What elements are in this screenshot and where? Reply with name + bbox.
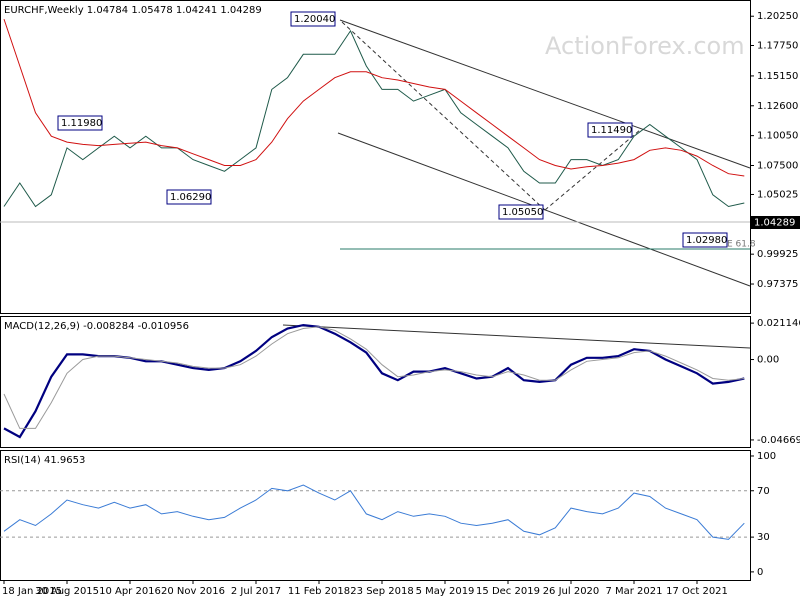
y-tick-label: 1.07500 — [757, 160, 798, 171]
x-tick-label: 11 Feb 2018 — [288, 586, 350, 597]
x-tick-label: 17 Oct 2021 — [666, 586, 728, 597]
annotation: 1.20040 — [294, 14, 335, 25]
y-tick-label: 100 — [757, 451, 776, 462]
y-tick-label: 1.20250 — [757, 11, 798, 22]
x-tick-label: 7 Mar 2021 — [605, 586, 662, 597]
title-bg — [2, 3, 262, 16]
y-tick-label: 1.12600 — [757, 101, 798, 112]
annotation: 1.05050 — [502, 207, 543, 218]
rsi-panel — [0, 450, 751, 581]
annotation: 1.11980 — [61, 118, 102, 129]
panel-title: RSI(14) 41.9653 — [4, 455, 85, 466]
watermark: ActionForex.com — [545, 32, 745, 60]
y-tick-label: 0.021146 — [757, 318, 800, 329]
y-tick-label: 1.05025 — [757, 189, 798, 200]
y-tick-label: 0.97375 — [757, 279, 798, 290]
x-tick-label: 18 Jan 2015 — [2, 586, 62, 597]
x-tick-label: 20 Nov 2016 — [161, 586, 225, 597]
annotation-box — [290, 11, 336, 27]
x-tick-label: 15 Dec 2019 — [476, 586, 540, 597]
panel-title: MACD(12,26,9) -0.008284 -0.010956 — [4, 321, 189, 332]
price-panel — [0, 0, 751, 314]
series-line — [3, 29, 745, 208]
annotation: 1.02980 — [686, 235, 727, 246]
panel-title: EURCHF,Weekly 1.04784 1.05478 1.04241 1.… — [4, 5, 262, 16]
x-tick-label: 10 Apr 2016 — [99, 586, 161, 597]
y-tick-label: 70 — [757, 486, 770, 497]
annotation-box — [682, 232, 728, 248]
series-line — [3, 326, 745, 429]
annotation-box — [57, 115, 103, 131]
y-tick-label: 0 — [757, 567, 763, 578]
channel-line — [339, 19, 751, 169]
title-bg — [2, 453, 94, 466]
annotation-box — [587, 122, 633, 138]
title-bg — [2, 319, 195, 332]
x-tick-label: 26 Jul 2020 — [543, 586, 600, 597]
level-label: E 61.8 — [727, 240, 756, 250]
y-tick-label: 1.15150 — [757, 71, 798, 82]
x-tick-label: 30 Aug 2015 — [35, 586, 99, 597]
macd-trend-line — [282, 324, 751, 349]
y-tick-label: 30 — [757, 532, 770, 543]
series-line — [3, 484, 745, 540]
y-tick-label: 1.10050 — [757, 131, 798, 142]
y-tick-label: 0.99925 — [757, 249, 798, 260]
y-tick-label: -0.046699 — [757, 435, 800, 446]
annotation-box — [166, 189, 212, 205]
last-price-tag — [750, 216, 800, 229]
annotation: 1.06290 — [170, 192, 211, 203]
y-tick-label: 1.17750 — [757, 40, 798, 51]
annotation: 1.11490 — [591, 125, 632, 136]
y-tick-label: 0.00 — [757, 355, 779, 366]
x-tick-label: 2 Jul 2017 — [231, 586, 281, 597]
last-price: 1.04289 — [754, 218, 795, 229]
series-line — [3, 18, 745, 177]
x-tick-label: 23 Sep 2018 — [350, 586, 413, 597]
annotation-box — [498, 204, 544, 220]
x-tick-label: 5 May 2019 — [416, 586, 475, 597]
macd-panel — [0, 316, 751, 448]
